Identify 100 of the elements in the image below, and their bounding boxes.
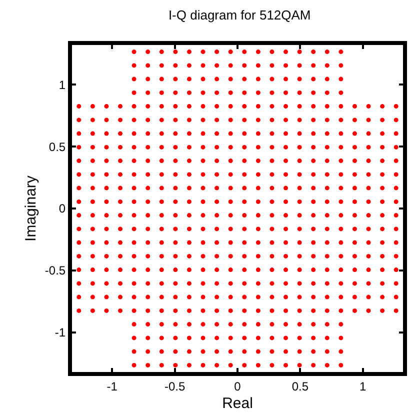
point [214,131,220,136]
point [104,131,109,136]
point [311,281,316,286]
point [118,131,123,136]
point [380,131,385,136]
point [270,144,274,150]
point [338,349,344,354]
point [284,281,288,286]
point [173,186,178,190]
point [324,104,330,109]
point [118,226,123,232]
point [380,158,385,164]
point [297,240,302,245]
point [297,281,302,286]
point [242,268,247,272]
point [118,186,123,190]
point [242,186,247,190]
point [338,336,344,340]
point [366,104,371,109]
point [366,131,371,136]
point [200,294,206,300]
point [338,322,344,327]
point [228,281,233,286]
point [324,349,330,354]
point [228,50,233,54]
point [324,76,330,82]
point [256,186,260,190]
point [186,294,192,300]
point [352,199,357,204]
point [380,118,385,122]
point [284,240,288,245]
point [297,213,302,218]
point [76,131,82,136]
point [270,76,274,82]
point [159,172,164,177]
point [214,172,220,177]
point [146,172,150,177]
point [284,336,288,340]
point [311,268,316,272]
point [311,254,316,258]
point [256,90,260,95]
point [118,118,123,122]
point [242,199,247,204]
point [338,308,344,313]
point [214,240,220,245]
point [118,281,123,286]
point [76,254,82,258]
point [256,76,260,82]
point [270,118,274,122]
point [256,144,260,150]
point [228,199,233,204]
point [324,63,330,68]
point [284,254,288,258]
point [159,308,164,313]
point [200,199,206,204]
point [159,349,164,354]
point [159,186,164,190]
point [146,240,150,245]
point [324,158,330,164]
point [284,362,288,368]
point [352,104,357,109]
point [366,199,371,204]
point [90,240,95,245]
point [186,172,192,177]
point [186,131,192,136]
point [173,281,178,286]
point [132,118,136,122]
point [173,349,178,354]
point [256,226,260,232]
point [214,226,220,232]
point [186,63,192,68]
point [146,118,150,122]
point [228,308,233,313]
point [146,254,150,258]
point [324,254,330,258]
point [186,226,192,232]
point [146,308,150,313]
point [311,362,316,368]
point [159,294,164,300]
point [104,294,109,300]
point [118,199,123,204]
point [132,158,136,164]
point [311,104,316,109]
point [338,186,344,190]
point [132,104,136,109]
point [214,90,220,95]
point [200,186,206,190]
point [200,336,206,340]
point [270,63,274,68]
x-tick-label: 0.5 [292,379,309,394]
point [214,213,220,218]
point [256,50,260,54]
point [159,144,164,150]
point [228,63,233,68]
point [284,131,288,136]
point [338,144,344,150]
point [228,268,233,272]
point [242,349,247,354]
x-tick-label: -1 [106,379,118,394]
y-tick-label: -1 [54,326,66,340]
